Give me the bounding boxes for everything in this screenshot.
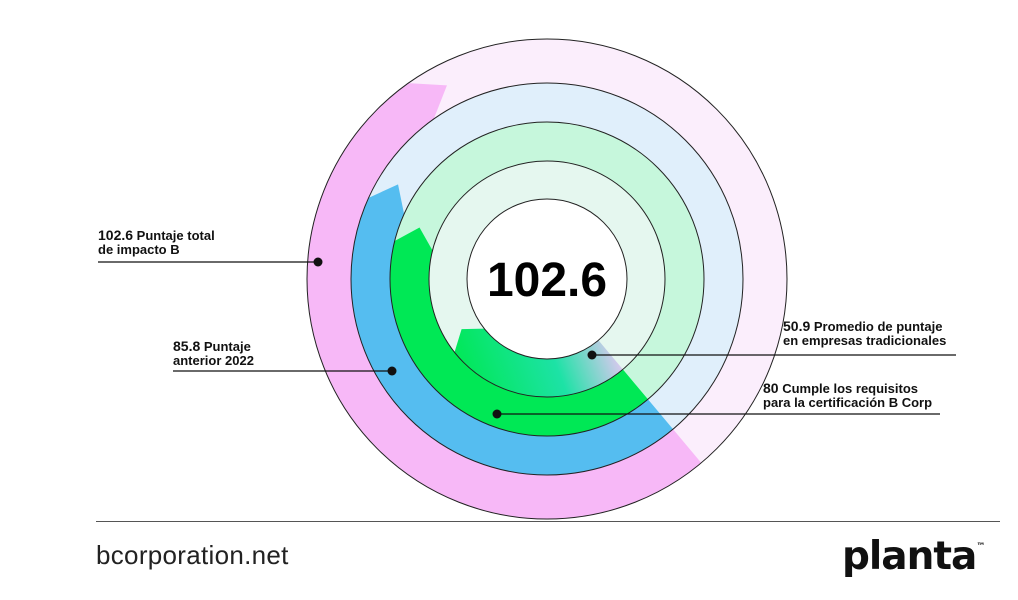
callout-previous-line2: anterior 2022 [173,353,254,368]
ring-outline-0 [306,38,788,520]
leader-dot-previous [387,366,397,376]
callout-traditional-value: 50.9 [783,318,811,334]
ring-outline-1 [350,82,744,476]
center-disc [468,200,626,358]
callout-certification-threshold: 80 Cumple los requisitos para la certifi… [763,381,932,410]
leader-dot-traditional [587,350,597,360]
ring-group [306,38,788,520]
ring-bar-threshold [390,227,648,436]
leader-dot-threshold [492,409,502,419]
brand-wordmark: planta [842,534,977,579]
callout-previous-score: 85.8 Puntaje anterior 2022 [173,339,254,368]
callout-total-score: 102.6 Puntaje total de impacto B [98,228,215,257]
callout-previous-line1: Puntaje [203,339,251,354]
callout-total-line2: de impacto B [98,242,180,257]
callout-total-line1: Puntaje total [136,228,215,243]
callout-threshold-line1: Cumple los requisitos [782,381,919,396]
ring-outline-4 [466,198,628,360]
callout-threshold-line2: para la certificación B Corp [763,395,933,410]
callout-traditional-line1: Promedio de puntaje [813,319,943,334]
ring-outline-3 [428,160,666,398]
leader-dot-total [313,257,323,267]
ring-bar-traditional [454,328,623,397]
callout-total-value: 102.6 [98,227,134,243]
callout-leaders [98,257,956,419]
callout-traditional-line2: en empresas tradicionales [783,333,947,348]
ring-outline-2 [389,121,705,437]
ring-bar-previous [350,184,673,476]
website-text: bcorporation.net [96,540,289,570]
footer-divider [96,521,1000,522]
callout-threshold-value: 80 [763,380,779,396]
callout-previous-value: 85.8 [173,338,201,354]
callout-traditional-average: 50.9 Promedio de puntaje en empresas tra… [783,319,946,348]
ring-bar-total [307,83,702,519]
brand-trademark: ™ [976,542,986,552]
center-score: 102.6 [487,254,607,307]
brand-logo: planta™ [842,534,985,579]
